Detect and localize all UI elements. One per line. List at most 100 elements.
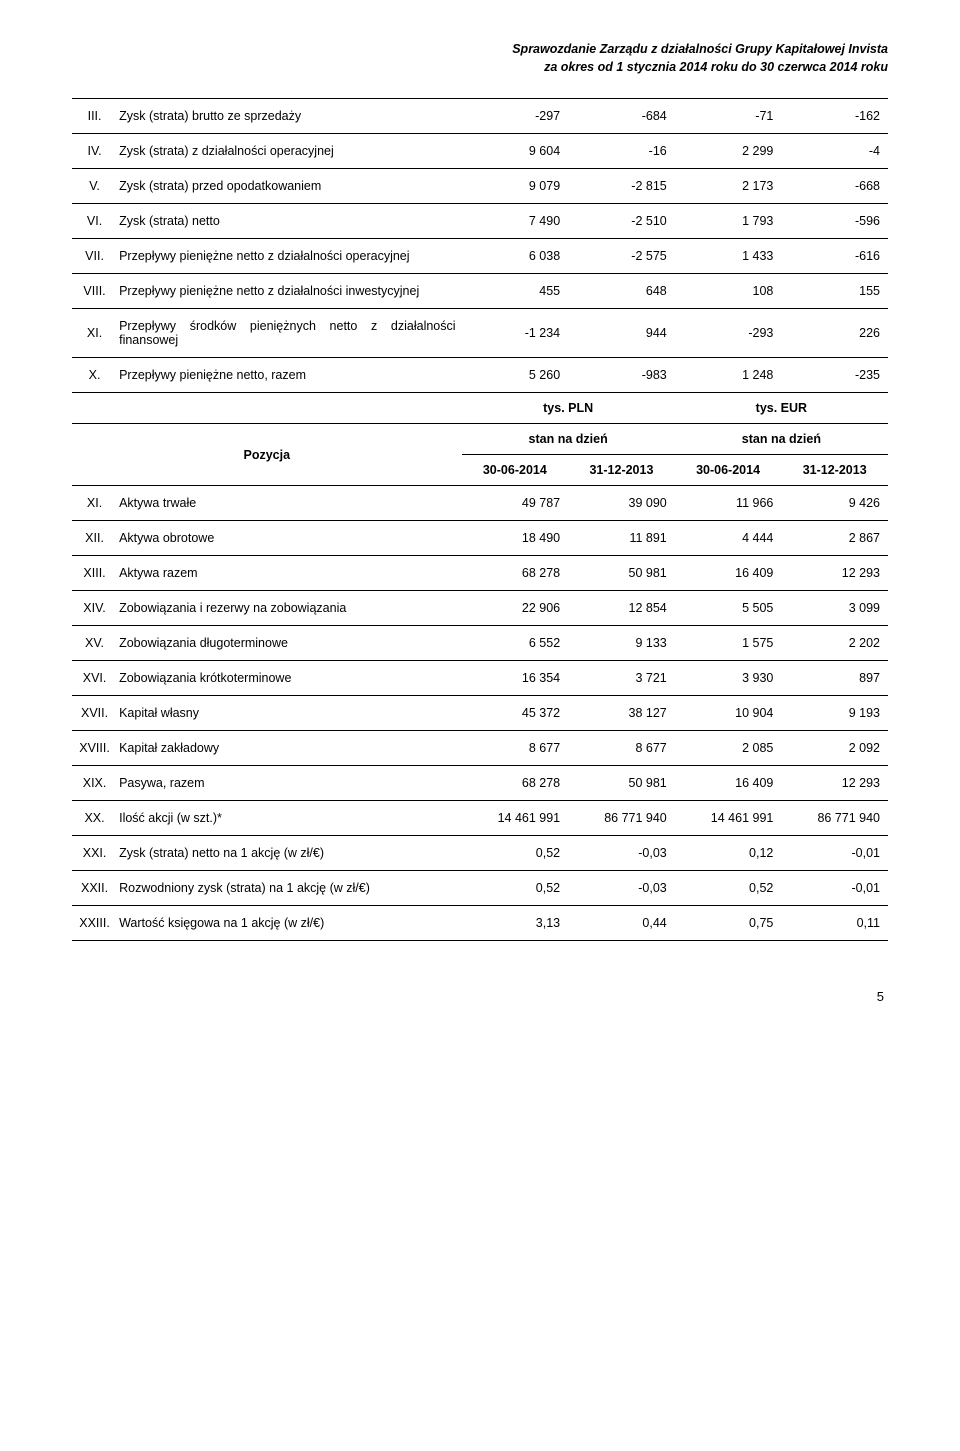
row-label: Zysk (strata) z działalności operacyjnej: [117, 134, 461, 169]
row-numeral: XVI.: [72, 661, 117, 696]
row-value: 1 433: [675, 239, 782, 274]
row-value: 4 444: [675, 521, 782, 556]
row-numeral: XI.: [72, 309, 117, 358]
row-label: Aktywa razem: [117, 556, 461, 591]
row-value: -4: [781, 134, 888, 169]
row-label: Zysk (strata) brutto ze sprzedaży: [117, 99, 461, 134]
header-date-3: 31-12-2013: [781, 455, 888, 486]
row-value: 18 490: [462, 521, 569, 556]
row-value: -983: [568, 358, 675, 393]
page-number: 5: [72, 989, 888, 1004]
row-numeral: V.: [72, 169, 117, 204]
row-value: 11 891: [568, 521, 675, 556]
row-value: 6 552: [462, 626, 569, 661]
row-numeral: XIV.: [72, 591, 117, 626]
row-value: 897: [781, 661, 888, 696]
row-label: Przepływy pieniężne netto z działalności…: [117, 274, 461, 309]
row-value: 12 854: [568, 591, 675, 626]
row-value: 9 426: [781, 486, 888, 521]
row-value: 12 293: [781, 766, 888, 801]
row-value: -2 510: [568, 204, 675, 239]
page-header: Sprawozdanie Zarządu z działalności Grup…: [72, 40, 888, 76]
row-value: 39 090: [568, 486, 675, 521]
row-value: 45 372: [462, 696, 569, 731]
row-value: 6 038: [462, 239, 569, 274]
row-value: 0,11: [781, 906, 888, 941]
row-label: Przepływy pieniężne netto, razem: [117, 358, 461, 393]
row-value: 49 787: [462, 486, 569, 521]
row-label: Zysk (strata) netto: [117, 204, 461, 239]
row-value: -684: [568, 99, 675, 134]
row-numeral: XVIII.: [72, 731, 117, 766]
row-numeral: XX.: [72, 801, 117, 836]
table-row: XX.Ilość akcji (w szt.)* 14 461 99186 771…: [72, 801, 888, 836]
table-row: XVII.Kapitał własny45 37238 12710 9049 1…: [72, 696, 888, 731]
row-value: 68 278: [462, 556, 569, 591]
table-row: XXIII.Wartość księgowa na 1 akcję (w zł/…: [72, 906, 888, 941]
row-value: 8 677: [462, 731, 569, 766]
row-numeral: III.: [72, 99, 117, 134]
row-value: 455: [462, 274, 569, 309]
table-row: VIII.Przepływy pieniężne netto z działal…: [72, 274, 888, 309]
row-numeral: XXIII.: [72, 906, 117, 941]
row-numeral: XVII.: [72, 696, 117, 731]
header-date-2: 30-06-2014: [675, 455, 782, 486]
row-numeral: VI.: [72, 204, 117, 239]
row-value: 86 771 940: [568, 801, 675, 836]
row-value: 2 092: [781, 731, 888, 766]
row-label: Kapitał własny: [117, 696, 461, 731]
row-numeral: XII.: [72, 521, 117, 556]
row-value: 3,13: [462, 906, 569, 941]
row-value: 3 930: [675, 661, 782, 696]
row-value: 0,52: [462, 871, 569, 906]
row-value: -71: [675, 99, 782, 134]
row-value: 11 966: [675, 486, 782, 521]
row-label: Zobowiązania krótkoterminowe: [117, 661, 461, 696]
row-value: 12 293: [781, 556, 888, 591]
row-value: 16 409: [675, 766, 782, 801]
row-value: 9 133: [568, 626, 675, 661]
row-value: 9 079: [462, 169, 569, 204]
row-value: -1 234: [462, 309, 569, 358]
row-value: -596: [781, 204, 888, 239]
row-value: -0,01: [781, 871, 888, 906]
row-value: 50 981: [568, 556, 675, 591]
table-row: III.Zysk (strata) brutto ze sprzedaży-29…: [72, 99, 888, 134]
row-value: 1 248: [675, 358, 782, 393]
table-row: XXII.Rozwodniony zysk (strata) na 1 akcj…: [72, 871, 888, 906]
row-label: Kapitał zakładowy: [117, 731, 461, 766]
row-value: 0,75: [675, 906, 782, 941]
table-row: VI.Zysk (strata) netto7 490-2 5101 793-5…: [72, 204, 888, 239]
row-value: 50 981: [568, 766, 675, 801]
row-numeral: IV.: [72, 134, 117, 169]
row-value: -668: [781, 169, 888, 204]
row-value: 7 490: [462, 204, 569, 239]
row-value: -162: [781, 99, 888, 134]
table-row: XI.Przepływy środków pieniężnych netto z…: [72, 309, 888, 358]
header-date-1: 31-12-2013: [568, 455, 675, 486]
row-value: -16: [568, 134, 675, 169]
row-value: 2 867: [781, 521, 888, 556]
table-row: XVIII.Kapitał zakładowy8 6778 6772 0852 …: [72, 731, 888, 766]
row-numeral: XV.: [72, 626, 117, 661]
row-value: -293: [675, 309, 782, 358]
header-tys-pln: tys. PLN: [462, 393, 675, 424]
row-value: -0,03: [568, 871, 675, 906]
row-value: 10 904: [675, 696, 782, 731]
row-label: Ilość akcji (w szt.)*: [117, 801, 461, 836]
row-label: Zobowiązania i rezerwy na zobowiązania: [117, 591, 461, 626]
header-line1: Sprawozdanie Zarządu z działalności Grup…: [72, 40, 888, 58]
row-numeral: X.: [72, 358, 117, 393]
row-label: Zobowiązania długoterminowe: [117, 626, 461, 661]
row-value: -616: [781, 239, 888, 274]
header-date-0: 30-06-2014: [462, 455, 569, 486]
row-value: 944: [568, 309, 675, 358]
table-row: V.Zysk (strata) przed opodatkowaniem9 07…: [72, 169, 888, 204]
row-value: 1 793: [675, 204, 782, 239]
row-value: 68 278: [462, 766, 569, 801]
table-row: X.Przepływy pieniężne netto, razem5 260-…: [72, 358, 888, 393]
row-value: 14 461 991: [675, 801, 782, 836]
row-label: Wartość księgowa na 1 akcję (w zł/€): [117, 906, 461, 941]
row-value: -235: [781, 358, 888, 393]
row-value: 108: [675, 274, 782, 309]
